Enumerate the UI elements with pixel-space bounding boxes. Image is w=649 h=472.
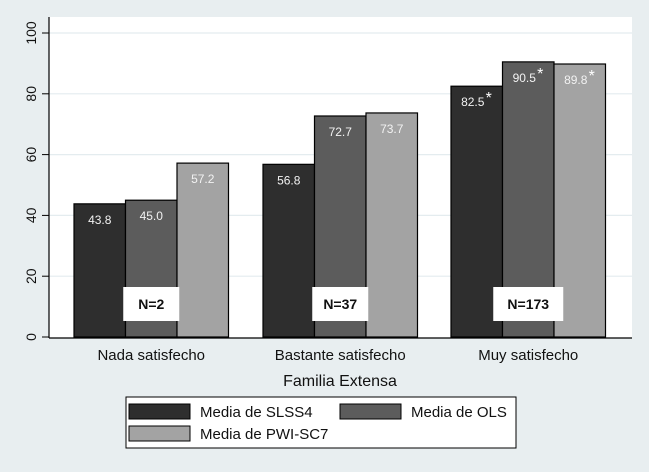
bar-value-label: 45.0 — [140, 209, 164, 223]
x-axis-categories: Nada satisfecho Bastante satisfecho Muy sa… — [97, 347, 578, 364]
legend-swatch — [128, 425, 191, 442]
bar-value-label: 56.8 — [277, 173, 301, 187]
bar-value-label: 72.7 — [329, 125, 353, 139]
sample-size-annotations: N=2 N=37 N=173 — [123, 287, 564, 321]
significance-marker: * — [537, 66, 543, 83]
y-tick-label: 0 — [23, 333, 39, 341]
bar-value-label: 90.5 — [513, 71, 537, 85]
significance-marker: * — [486, 90, 492, 107]
legend-label: Media de PWI-SC7 — [200, 426, 328, 443]
y-tick-label: 60 — [23, 147, 39, 163]
bar-value-label: 73.7 — [380, 122, 404, 136]
y-tick-label: 100 — [23, 21, 39, 45]
y-tick-label: 20 — [23, 268, 39, 284]
legend-label: Media de OLS — [411, 404, 507, 421]
bar-value-label: 43.8 — [88, 213, 112, 227]
x-category-label: Nada satisfecho — [97, 347, 205, 364]
y-tick-label: 80 — [23, 86, 39, 102]
legend: Media de SLSS4 Media de OLS Media de PWI-S… — [125, 396, 517, 449]
sample-size-label: N=2 — [138, 296, 164, 312]
significance-marker: * — [589, 68, 595, 85]
legend-label: Media de SLSS4 — [200, 404, 313, 421]
legend-box — [125, 396, 517, 449]
x-axis-title: Familia Extensa — [283, 373, 397, 390]
bar — [365, 112, 419, 338]
sample-size-box — [312, 287, 369, 321]
x-category-label: Muy satisfecho — [478, 347, 578, 364]
sample-size-label: N=173 — [507, 296, 549, 312]
legend-swatch — [339, 403, 402, 420]
sample-size-box — [123, 287, 180, 321]
x-category-label: Bastante satisfecho — [275, 347, 406, 364]
bar-value-label: 89.8 — [564, 73, 588, 87]
bar — [176, 162, 230, 338]
bar-value-label: 57.2 — [191, 172, 215, 186]
y-tick-label: 40 — [23, 207, 39, 223]
bar — [73, 203, 127, 338]
bar-value-label: 82.5 — [461, 95, 485, 109]
sample-size-box — [493, 287, 564, 321]
sample-size-label: N=37 — [323, 296, 357, 312]
legend-swatch — [128, 403, 191, 420]
bar — [262, 163, 316, 338]
y-axis-ticks: 0 20 40 60 80 100 — [23, 21, 49, 341]
